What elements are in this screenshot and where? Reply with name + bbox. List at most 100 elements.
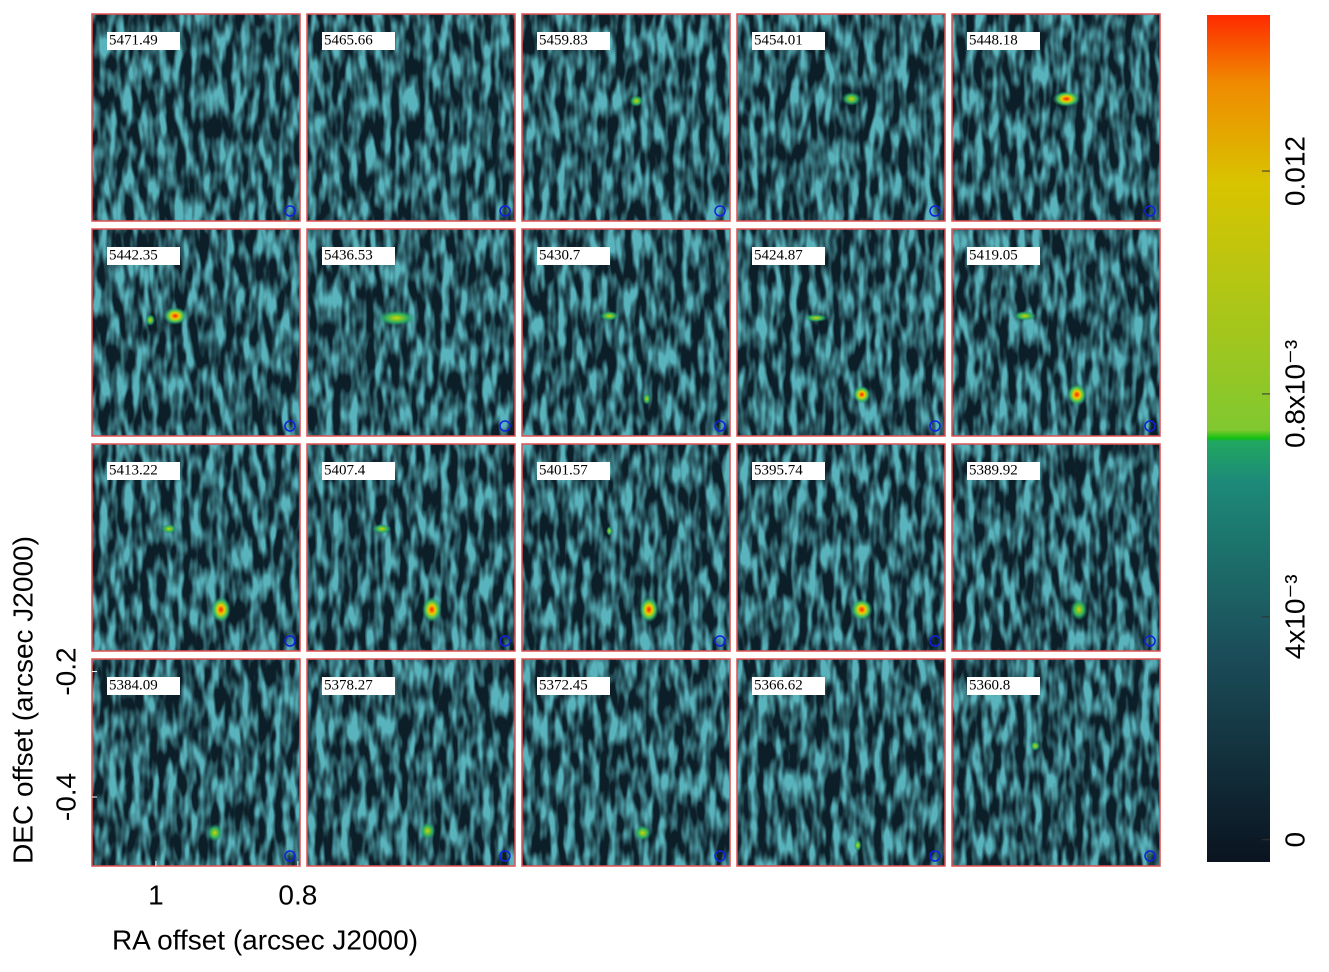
beam: [284, 420, 296, 432]
channel-panel: 5372.45: [521, 658, 731, 867]
channel-panel: 5384.09: [91, 658, 301, 867]
panel-border: [306, 658, 516, 867]
beam: [284, 850, 296, 862]
channel-panel: 5430.7: [521, 228, 731, 437]
emission: [1012, 310, 1037, 321]
emission: [633, 824, 652, 841]
velocity-label: 5442.35: [109, 247, 158, 263]
emission: [371, 523, 392, 534]
channel-panel: 5413.22: [91, 443, 301, 652]
panel-border: [306, 13, 516, 222]
label-box: [752, 32, 825, 50]
label-box: [107, 462, 180, 480]
emission: [376, 310, 417, 327]
panel-border: [951, 658, 1161, 867]
label-box: [107, 247, 180, 265]
beam: [284, 205, 296, 217]
emission: [1052, 90, 1081, 107]
beam: [284, 635, 296, 647]
colorbar-tick-label: 0.012: [1279, 136, 1310, 206]
velocity-label: 5424.87: [754, 247, 803, 263]
label-box: [967, 462, 1040, 480]
emission: [210, 596, 231, 623]
panel-border: [521, 13, 731, 222]
channel-panel: 5366.62: [736, 658, 946, 867]
emission: [638, 596, 659, 623]
label-box: [537, 462, 610, 480]
velocity-label: 5389.92: [969, 462, 1018, 478]
panel-border: [521, 443, 731, 652]
emission: [1069, 598, 1088, 621]
velocity-label: 5454.01: [754, 32, 803, 48]
channel-panel: 5395.74: [736, 443, 946, 652]
panel-border: [736, 443, 946, 652]
x-tick-label: 1: [148, 879, 164, 910]
emission: [629, 94, 644, 107]
beam: [929, 850, 941, 862]
label-box: [322, 462, 395, 480]
channel-panel: 5471.49: [91, 13, 301, 222]
y-tick-label: -0.4: [50, 773, 81, 821]
channel-panel: 5436.53: [306, 228, 516, 437]
channel-panel: 5442.35: [91, 228, 301, 437]
panel-border: [951, 228, 1161, 437]
channel-panel: 5448.18: [951, 13, 1161, 222]
colorbar-tick-label: 0.8x10⁻³: [1279, 340, 1310, 448]
beam: [714, 420, 726, 432]
label-box: [322, 247, 395, 265]
channel-panel: 5407.4: [306, 443, 516, 652]
velocity-label: 5407.4: [324, 462, 366, 478]
emission: [1066, 383, 1087, 406]
channel-panel: 5454.01: [736, 13, 946, 222]
label-box: [967, 247, 1040, 265]
emission: [206, 823, 223, 842]
emission: [642, 392, 651, 405]
label-box: [537, 677, 610, 695]
x-axis-label: RA offset (arcsec J2000): [112, 924, 418, 955]
channel-panel: 5424.87: [736, 228, 946, 437]
label-box: [537, 247, 610, 265]
beam: [499, 635, 511, 647]
panel-border: [951, 13, 1161, 222]
velocity-label: 5430.7: [539, 247, 581, 263]
velocity-label: 5413.22: [109, 462, 158, 478]
channel-panel: 5378.27: [306, 658, 516, 867]
label-box: [967, 32, 1040, 50]
label-box: [107, 677, 180, 695]
panel-border: [521, 228, 731, 437]
beam: [714, 850, 726, 862]
emission: [852, 385, 871, 404]
emission: [163, 306, 188, 325]
panel-border: [91, 443, 301, 652]
panel-border: [91, 13, 301, 222]
beam: [1144, 850, 1156, 862]
channel-panel: 5459.83: [521, 13, 731, 222]
emission: [599, 310, 620, 321]
emission: [850, 598, 873, 621]
panel-border: [951, 443, 1161, 652]
channel-panel: 5360.8: [951, 658, 1161, 867]
panel-border: [736, 658, 946, 867]
channel-panel: 5389.92: [951, 443, 1161, 652]
x-tick-label: 0.8: [278, 879, 317, 910]
velocity-label: 5360.8: [969, 677, 1010, 693]
velocity-label: 5471.49: [109, 32, 158, 48]
velocity-label: 5465.66: [324, 32, 373, 48]
colorbar-tick-label: 0: [1279, 832, 1310, 848]
panel-border: [306, 443, 516, 652]
channel-panel: 5465.66: [306, 13, 516, 222]
label-box: [322, 677, 395, 695]
panel-border: [91, 658, 301, 867]
velocity-label: 5372.45: [539, 677, 588, 693]
emission: [841, 91, 862, 106]
beam: [929, 635, 941, 647]
beam: [499, 420, 511, 432]
emission: [606, 525, 613, 536]
beam: [714, 635, 726, 647]
label-box: [752, 677, 825, 695]
emission: [1030, 740, 1041, 751]
beam: [929, 205, 941, 217]
label-box: [752, 462, 825, 480]
colorbar: [1207, 15, 1270, 862]
panel-border: [736, 13, 946, 222]
